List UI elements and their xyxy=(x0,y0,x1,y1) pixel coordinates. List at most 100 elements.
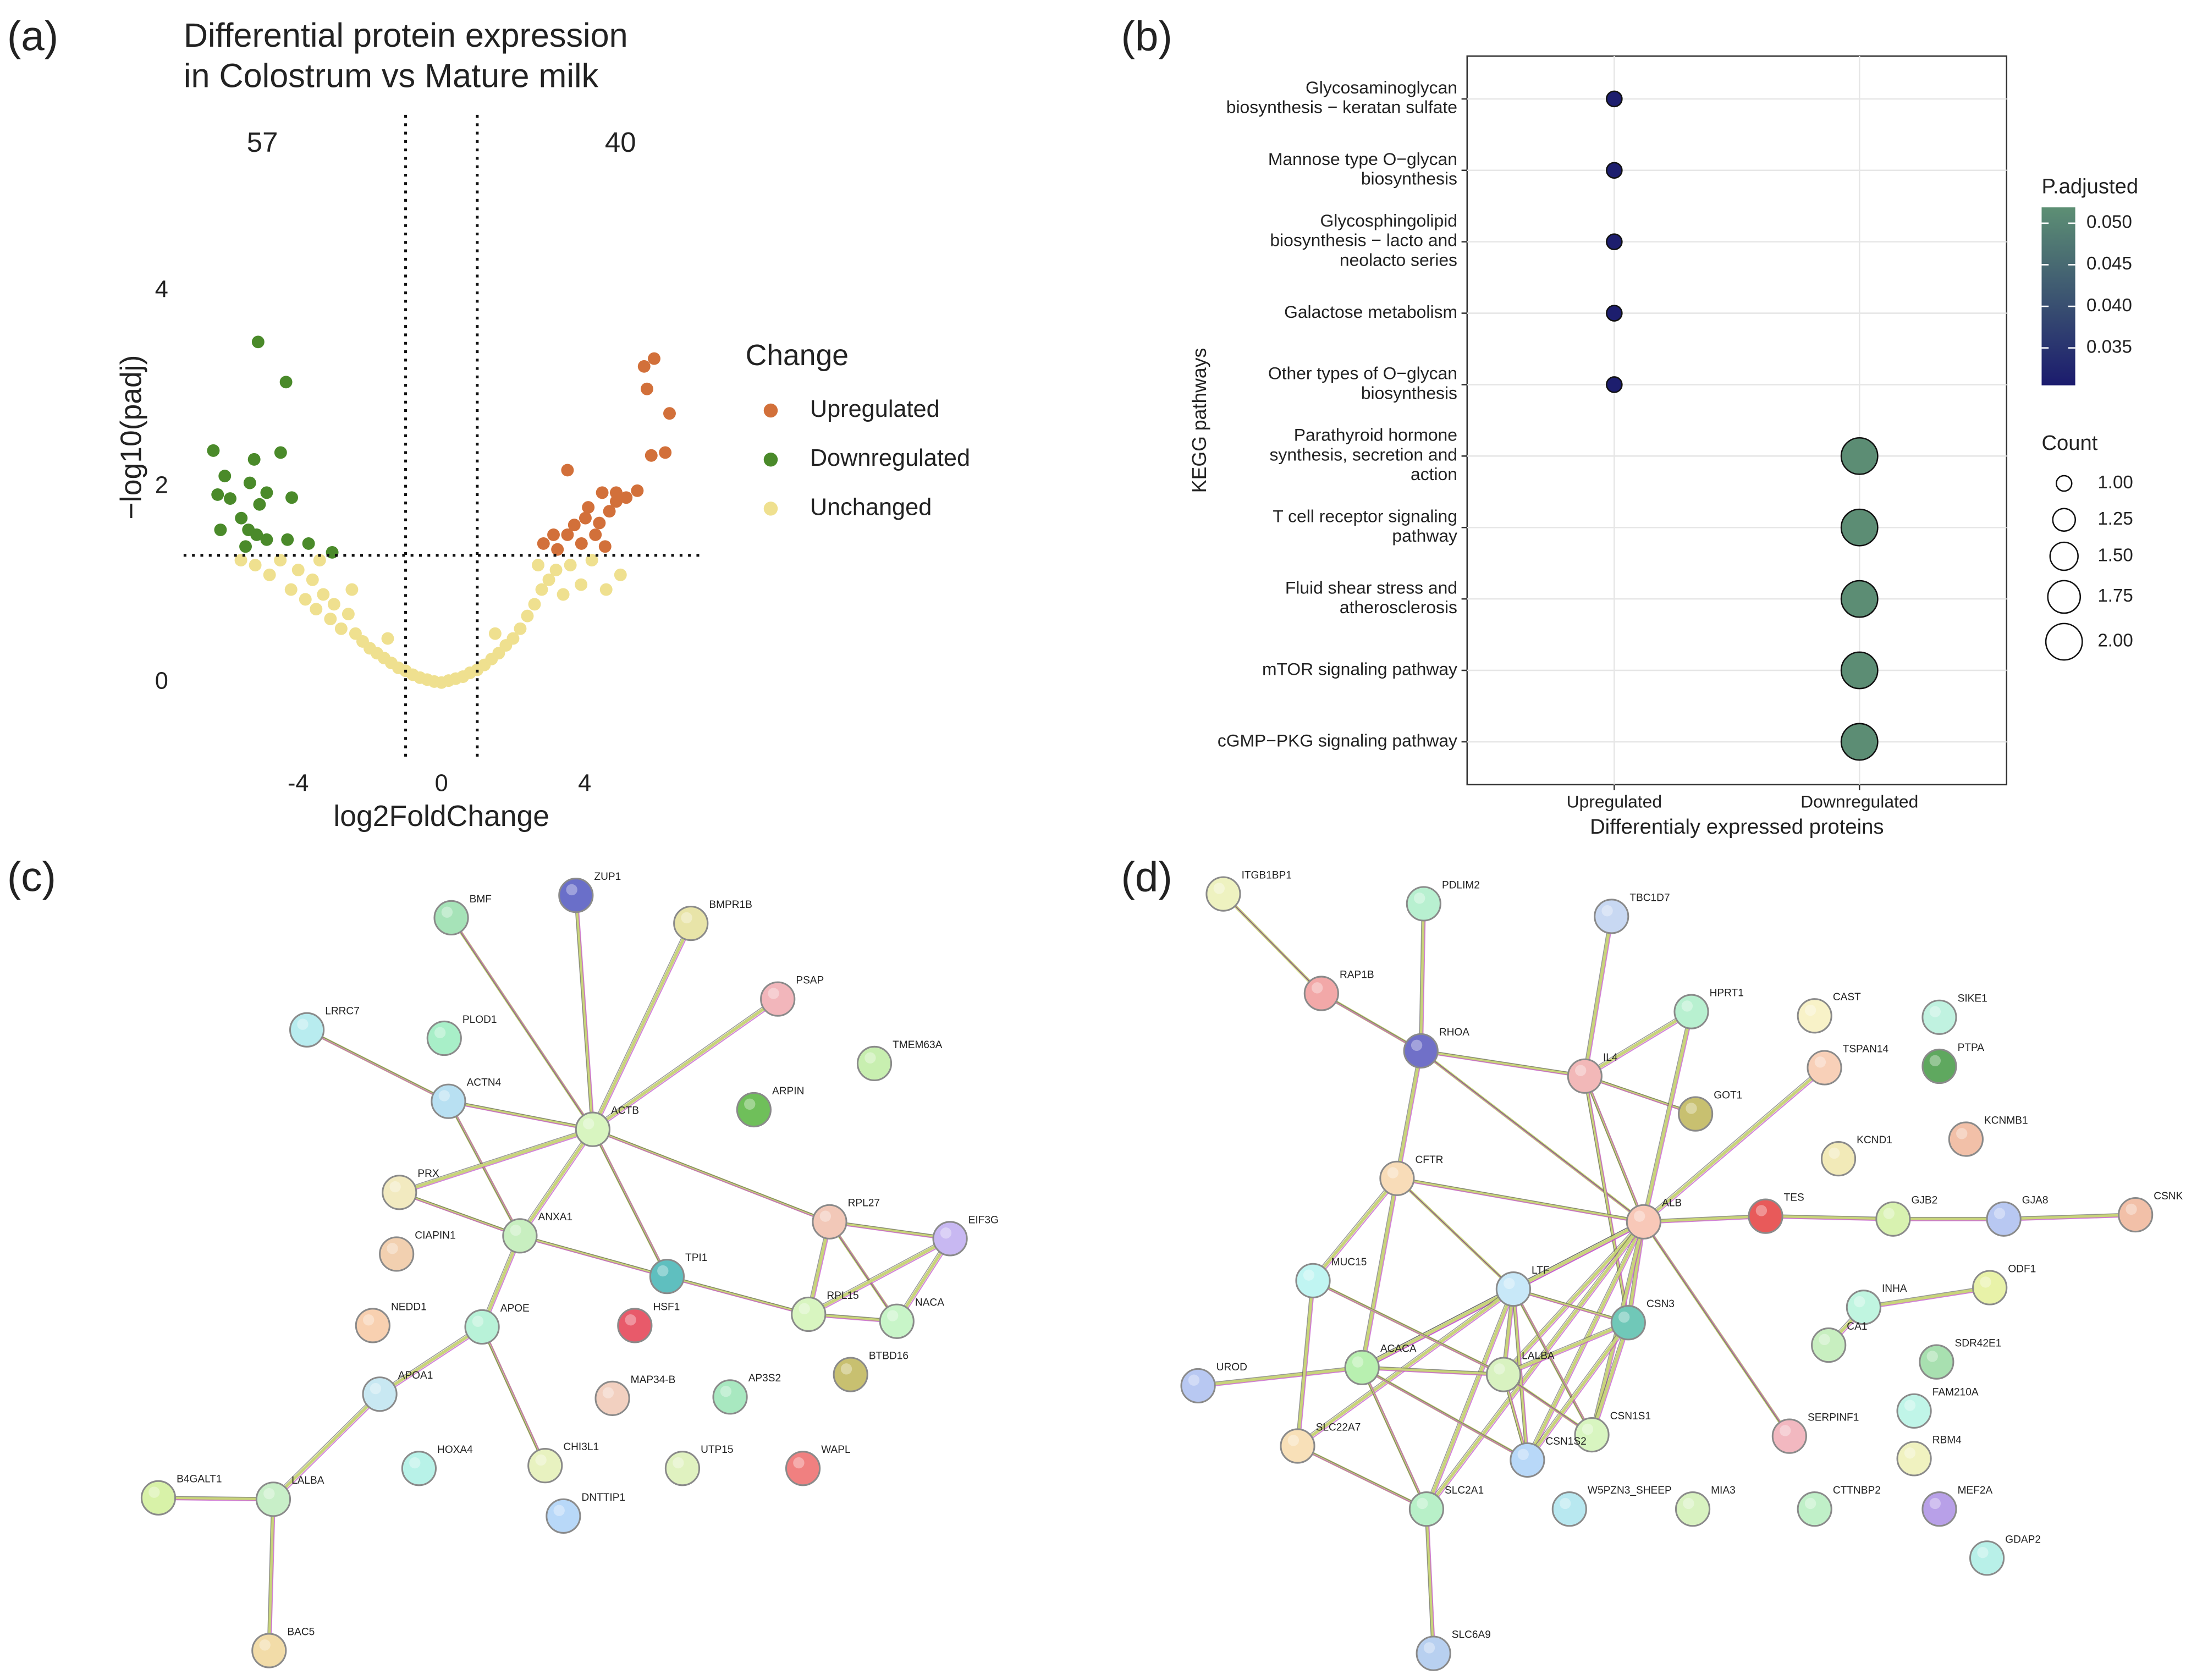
edge xyxy=(1645,1217,1767,1224)
data-point xyxy=(251,335,265,349)
legend-swatch xyxy=(763,502,778,516)
node-highlight xyxy=(940,1227,952,1239)
node xyxy=(140,1480,177,1516)
edge xyxy=(447,1099,591,1128)
edge xyxy=(1296,1444,1425,1508)
edge xyxy=(1425,1509,1435,1654)
node xyxy=(1771,1418,1807,1454)
node-label: CSNK xyxy=(2154,1191,2183,1202)
data-point xyxy=(593,516,606,530)
data-point xyxy=(542,573,555,586)
node xyxy=(401,1451,437,1486)
data-point xyxy=(557,588,570,601)
y-tick-label: T cell receptor signaling pathway xyxy=(1273,506,1457,546)
node-label: NACA xyxy=(915,1297,944,1309)
node-label: RHOA xyxy=(1439,1027,1469,1038)
node-highlight xyxy=(1929,1006,1941,1017)
node-highlight xyxy=(1829,1147,1840,1159)
node-label: IL4 xyxy=(1603,1052,1618,1064)
data-point xyxy=(211,488,224,501)
node-label: TES xyxy=(1784,1192,1804,1204)
dot xyxy=(1840,580,1879,618)
node xyxy=(785,1451,821,1486)
node-label: HSF1 xyxy=(653,1301,680,1313)
node-highlight xyxy=(441,906,453,918)
edge xyxy=(810,1240,952,1317)
node xyxy=(1820,1141,1857,1177)
node-highlight xyxy=(263,1488,275,1500)
node-label: GDAP2 xyxy=(2005,1534,2041,1545)
edge xyxy=(1511,1287,1627,1321)
edge xyxy=(1297,1444,1428,1511)
node-label: APOE xyxy=(500,1303,530,1314)
node-highlight xyxy=(1904,1447,1916,1459)
node-highlight xyxy=(1582,1423,1594,1435)
data-point xyxy=(521,609,534,623)
node-label: CFTR xyxy=(1416,1154,1444,1166)
node xyxy=(1919,1344,1954,1380)
data-point xyxy=(224,492,236,505)
size-key xyxy=(2052,508,2077,532)
node xyxy=(1295,1263,1331,1298)
edge xyxy=(397,1127,592,1191)
node-label: FAM210A xyxy=(1932,1387,1979,1398)
node xyxy=(1921,999,1957,1035)
edge xyxy=(1583,1074,1643,1221)
node-highlight xyxy=(720,1385,732,1397)
node xyxy=(355,1308,390,1343)
edge xyxy=(1361,1367,1428,1510)
node-label: CSN3 xyxy=(1647,1298,1675,1310)
edge xyxy=(1642,1065,1823,1221)
edge xyxy=(1764,1214,1892,1218)
data-point xyxy=(549,564,563,576)
edge xyxy=(1314,1281,1506,1377)
edge xyxy=(1593,1324,1631,1437)
node-highlight xyxy=(1387,1167,1398,1178)
edge xyxy=(591,1127,828,1221)
node xyxy=(1205,876,1241,912)
node xyxy=(1510,1442,1545,1478)
node-label: RPL15 xyxy=(827,1290,858,1302)
node xyxy=(673,905,709,941)
node-label: BAC5 xyxy=(287,1626,315,1638)
node-highlight xyxy=(1411,1039,1423,1051)
data-point xyxy=(551,543,564,556)
node xyxy=(1678,1096,1714,1132)
edge xyxy=(1221,892,1320,992)
edge xyxy=(267,1499,275,1651)
edge xyxy=(1585,918,1614,1078)
node xyxy=(1673,994,1709,1029)
data-point xyxy=(327,598,340,611)
edge xyxy=(1513,1287,1629,1324)
edge xyxy=(2003,1213,2136,1221)
size-key xyxy=(2047,580,2082,614)
edge xyxy=(1312,1279,1505,1376)
node-label: ODF1 xyxy=(2008,1263,2036,1275)
node xyxy=(433,900,469,936)
data-point xyxy=(535,583,548,596)
data-point xyxy=(564,559,577,572)
node-label: ACTN4 xyxy=(467,1077,502,1089)
edge xyxy=(594,1130,832,1224)
edge xyxy=(306,1028,449,1103)
edge xyxy=(1360,1287,1512,1367)
y-tick-label: cGMP−PKG signaling pathway xyxy=(1218,730,1457,750)
data-point xyxy=(596,486,609,499)
edge xyxy=(450,1102,595,1132)
node xyxy=(2118,1197,2154,1233)
edge xyxy=(1299,1447,1429,1512)
node xyxy=(1896,1393,1932,1429)
edge xyxy=(1361,1366,1528,1462)
node-label: TMEM63A xyxy=(893,1039,942,1051)
node xyxy=(1748,1198,1783,1234)
edge xyxy=(272,1393,381,1501)
node-highlight xyxy=(1814,1056,1826,1068)
data-point xyxy=(285,491,298,504)
edge xyxy=(1295,1287,1512,1445)
node-label: GOT1 xyxy=(1714,1090,1742,1101)
annotation: 40 xyxy=(605,126,636,158)
node-label: RBM4 xyxy=(1932,1434,1962,1446)
edge xyxy=(591,1128,669,1277)
data-point xyxy=(609,495,623,508)
edge xyxy=(1359,1365,1425,1508)
